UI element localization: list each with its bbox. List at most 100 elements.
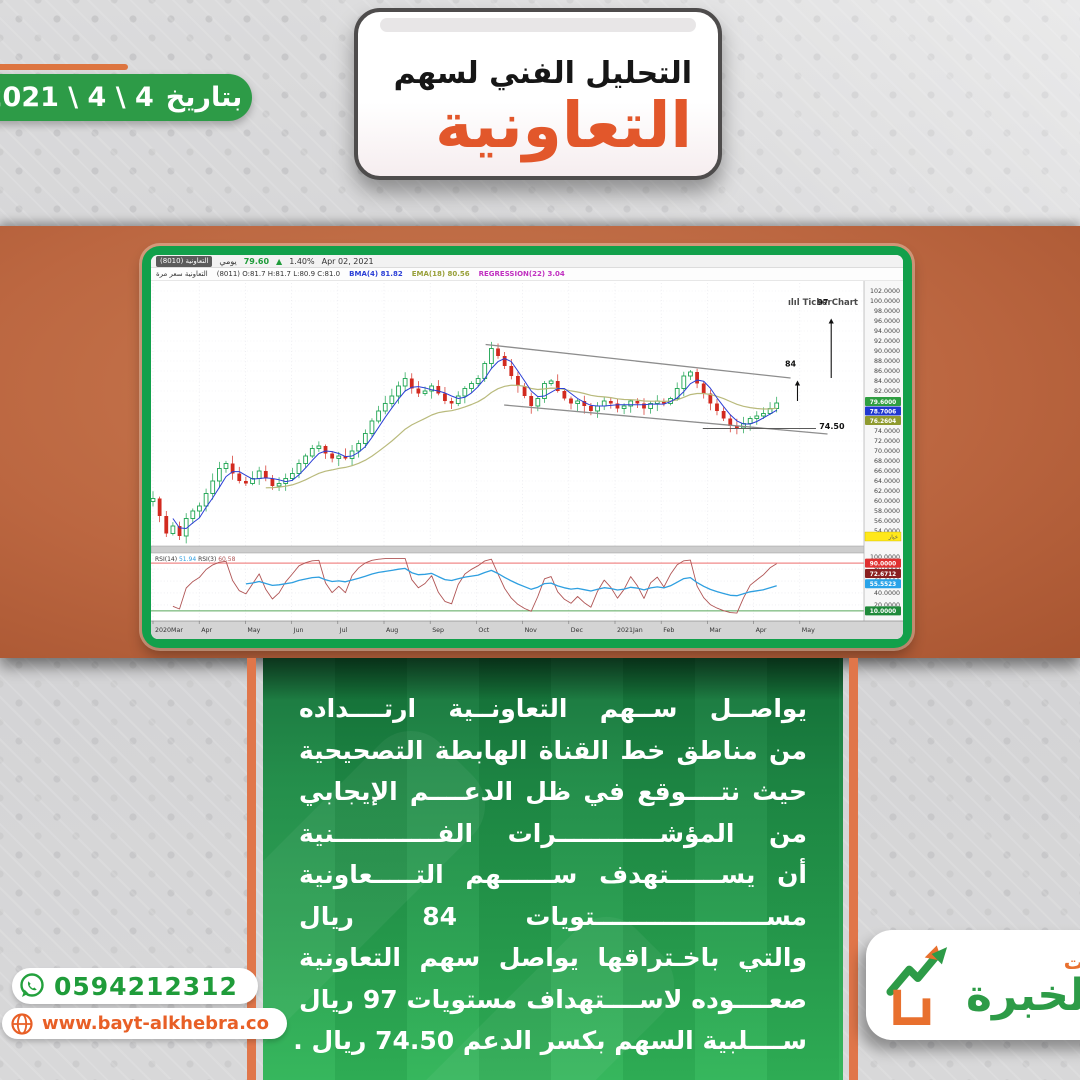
svg-text:Aug: Aug [386, 627, 398, 634]
svg-text:10.0000: 10.0000 [870, 609, 896, 615]
svg-text:102.0000: 102.0000 [870, 288, 900, 295]
svg-text:Apr: Apr [756, 627, 767, 634]
svg-text:66.0000: 66.0000 [874, 468, 900, 475]
svg-text:90.0000: 90.0000 [870, 561, 896, 567]
green-panel-stripe-right [849, 658, 858, 1080]
analysis-line: ســــلبية السهم بكسر الدعم 74.50 ريال . [293, 1026, 807, 1055]
analysis-line: صعــــوده لاســــتهداف مستويات 97 ريال [299, 984, 808, 1014]
svg-text:May: May [247, 627, 260, 634]
svg-text:RSI(14) 51.94 RSI(3) 60.58: RSI(14) 51.94 RSI(3) 60.58 [155, 556, 236, 563]
title-card-gloss [380, 18, 696, 32]
analysis-line: أن يســــــتهدف ســــــهم التـــــعاونية [299, 860, 807, 889]
price-change: 1.40% [289, 256, 315, 266]
chart-toolbar-row2: التعاونية سعر مرة (8011) O:81.7 H:81.7 L… [151, 268, 903, 281]
svg-text:74.0000: 74.0000 [874, 428, 900, 435]
chart-window: التعاونية (8010) يومي 79.60 ▲ 1.40% Apr … [151, 255, 903, 639]
globe-icon [11, 1012, 33, 1035]
date-label: بتاريخ [165, 82, 243, 113]
svg-text:58.0000: 58.0000 [874, 508, 900, 515]
brand-logo-words: بيت الخبرة [966, 952, 1080, 1018]
title-card: التحليل الفني لسهم التعاونية [354, 8, 722, 180]
svg-text:92.0000: 92.0000 [874, 338, 900, 345]
top-orange-divider [0, 64, 128, 70]
svg-text:96.0000: 96.0000 [874, 318, 900, 325]
logo-word-top: بيت [1063, 950, 1080, 974]
chart-plot-holder: 97 84 74.50 RSI(14) 51.94 RSI(3) 60.58 54.00… [151, 281, 903, 639]
phone-number: 0594212312 [54, 971, 238, 1001]
svg-text:100.0000: 100.0000 [870, 298, 900, 305]
chart-band: التعاونية (8010) يومي 79.60 ▲ 1.40% Apr … [0, 226, 1080, 658]
analysis-line: من مناطق خط القناة الهابطة التصحيحية [299, 735, 807, 765]
website-link[interactable]: www.bayt-alkhebra.co [2, 1008, 287, 1039]
ohlc-readout: (8011) O:81.7 H:81.7 L:80.9 C:81.0 [216, 270, 341, 278]
svg-text:56.0000: 56.0000 [874, 518, 900, 525]
analysis-text: يواصــل ســهم التعاونــية ارتــــداده من … [263, 658, 843, 1062]
analysis-panel: يواصــل ســهم التعاونــية ارتــــداده من … [263, 658, 843, 1080]
svg-text:68.0000: 68.0000 [874, 458, 900, 465]
svg-text:May: May [802, 627, 815, 634]
symbol-chip: التعاونية (8010) [156, 255, 213, 267]
date-badge: 2021 \ 4 \ 4 بتاريخ [0, 74, 252, 121]
svg-text:94.0000: 94.0000 [874, 328, 900, 335]
symbol-name2: التعاونية سعر مرة [156, 270, 208, 278]
logo-word-main: الخبرة [966, 970, 1080, 1021]
post-title: التعاونية [435, 89, 694, 162]
svg-text:72.0000: 72.0000 [874, 438, 900, 445]
svg-text:79.6000: 79.6000 [870, 400, 896, 406]
analysis-line: مســــــــــــــــــــتويات 84 ريال [299, 901, 807, 931]
svg-text:84: 84 [785, 360, 797, 369]
chart-plot: 97 84 74.50 RSI(14) 51.94 RSI(3) 60.58 54.00… [151, 281, 903, 639]
svg-text:20.0000: 20.0000 [874, 602, 900, 609]
green-panel-stripe-left [247, 658, 256, 1080]
svg-text:Sep: Sep [432, 627, 444, 634]
chart-frame: التعاونية (8010) يومي 79.60 ▲ 1.40% Apr … [142, 246, 912, 648]
svg-text:62.0000: 62.0000 [874, 488, 900, 495]
ema-legend: EMA(18) 80.56 [411, 270, 470, 278]
regression-legend: REGRESSION(22) 3.04 [478, 270, 565, 278]
svg-text:70.0000: 70.0000 [874, 448, 900, 455]
post-subtitle: التحليل الفني لسهم [393, 56, 693, 91]
house-arrow-logo-icon [886, 945, 948, 1025]
svg-text:ılıl TickerChart: ılıl TickerChart [788, 298, 858, 308]
bma-legend: BMA(4) 81.82 [349, 270, 403, 278]
chart-date: Apr 02, 2021 [321, 256, 374, 266]
svg-text:Oct: Oct [478, 627, 489, 634]
svg-text:84.0000: 84.0000 [874, 378, 900, 385]
svg-text:100.0000: 100.0000 [870, 554, 900, 561]
svg-text:88.0000: 88.0000 [874, 358, 900, 365]
svg-text:86.0000: 86.0000 [874, 368, 900, 375]
svg-text:Apr: Apr [201, 627, 212, 634]
svg-text:2020Mar: 2020Mar [155, 627, 183, 634]
whatsapp-icon [20, 973, 44, 997]
svg-text:Jul: Jul [339, 627, 348, 634]
svg-text:90.0000: 90.0000 [874, 348, 900, 355]
svg-text:Nov: Nov [525, 627, 538, 634]
last-price: 79.60 [243, 256, 270, 266]
brand-logo-card: بيت الخبرة [866, 930, 1080, 1040]
svg-text:60.0000: 60.0000 [874, 498, 900, 505]
svg-text:64.0000: 64.0000 [874, 478, 900, 485]
svg-text:Mar: Mar [709, 627, 721, 634]
svg-text:78.7006: 78.7006 [870, 409, 896, 415]
svg-text:74.50: 74.50 [819, 422, 845, 431]
svg-text:54.0000: 54.0000 [874, 528, 900, 535]
svg-text:Dec: Dec [571, 627, 584, 634]
chart-toolbar-row1: التعاونية (8010) يومي 79.60 ▲ 1.40% Apr … [151, 255, 903, 268]
analysis-line: يواصــل ســهم التعاونــية ارتــــداده [299, 694, 807, 723]
period-label[interactable]: يومي [219, 256, 237, 266]
svg-text:40.0000: 40.0000 [874, 590, 900, 597]
up-arrow-icon: ▲ [276, 256, 283, 266]
svg-text:55.5523: 55.5523 [870, 582, 896, 588]
analysis-line: حيث نتــــوقع في ظل الدعــــم الإيجابي [299, 777, 807, 806]
svg-text:Jun: Jun [293, 627, 304, 634]
svg-text:Feb: Feb [663, 627, 674, 634]
analysis-line: من المؤشــــــــــــرات الفــــــــــــن… [299, 818, 807, 848]
svg-text:82.0000: 82.0000 [874, 388, 900, 395]
whatsapp-contact[interactable]: 0594212312 [12, 968, 258, 1004]
svg-text:خيار: خيار [888, 535, 898, 541]
svg-text:98.0000: 98.0000 [874, 308, 900, 315]
website-url: www.bayt-alkhebra.co [42, 1013, 269, 1034]
analysis-line: والتي باخـتراقها يواصل سهم التعاونية [299, 943, 807, 972]
svg-text:76.2604: 76.2604 [870, 419, 896, 425]
